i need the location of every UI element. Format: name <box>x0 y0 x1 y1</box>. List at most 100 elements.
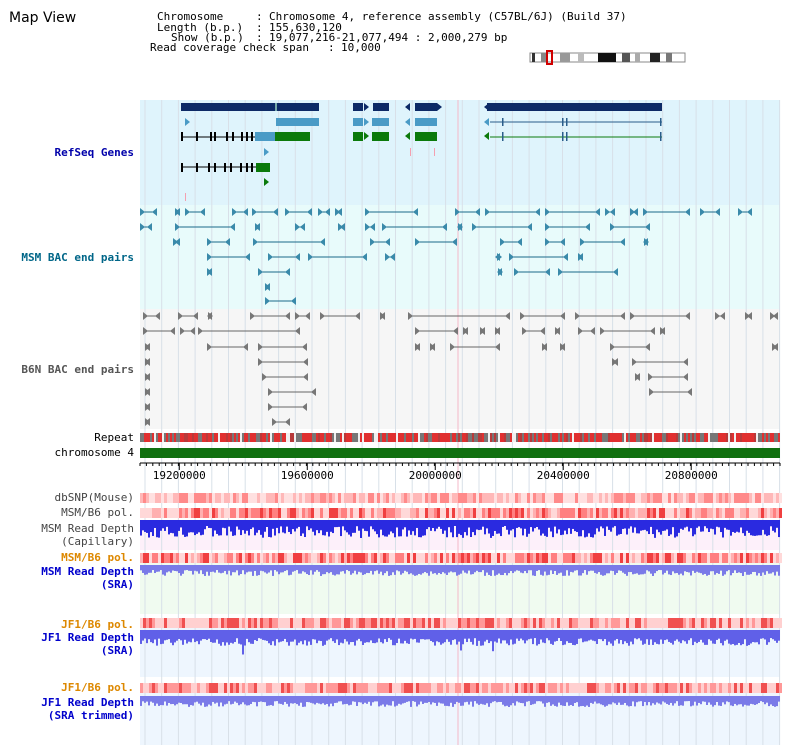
depth-bar <box>624 696 626 703</box>
depth-bar <box>480 630 482 646</box>
repeat-element <box>698 433 700 442</box>
coverage-label: Read coverage check span <box>150 41 309 54</box>
heat-cell <box>416 493 419 503</box>
msm-pol2-track-label[interactable]: MSM/B6 pol. <box>61 551 134 564</box>
heat-cell <box>713 553 716 563</box>
depth-bar <box>346 520 348 533</box>
depth-bar <box>382 520 384 536</box>
heat-cell <box>713 508 716 518</box>
heat-cell <box>182 508 185 518</box>
depth-bar <box>770 520 772 527</box>
depth-bar <box>294 520 296 532</box>
depth-bar <box>744 565 746 572</box>
depth-bar <box>648 565 650 572</box>
depth-bar <box>560 696 562 706</box>
heat-cell <box>710 683 713 693</box>
heat-cell <box>230 618 233 628</box>
heat-cell <box>671 508 674 518</box>
heat-cell <box>503 683 506 693</box>
bac-end <box>285 418 290 426</box>
depth-bar <box>334 696 336 703</box>
bac-end <box>380 312 385 320</box>
heat-cell <box>419 508 422 518</box>
repeat-element <box>140 433 142 442</box>
repeat-element <box>276 433 278 442</box>
depth-bar <box>772 520 774 531</box>
depth-bar <box>188 565 190 571</box>
dbsnp-track-label[interactable]: dbSNP(Mouse) <box>54 491 134 504</box>
heat-cell <box>596 508 599 518</box>
heat-cell <box>542 493 545 503</box>
depth-bar <box>300 565 302 574</box>
gene-transcript <box>487 103 662 111</box>
depth-bar <box>658 696 660 704</box>
repeat-track-label[interactable]: Repeat <box>94 431 134 444</box>
depth-bar <box>258 696 260 702</box>
depth-bar <box>644 696 646 702</box>
depth-bar <box>504 565 506 573</box>
depth-bar <box>718 696 720 706</box>
msm-pol-track-label[interactable]: MSM/B6 pol. <box>61 506 134 519</box>
jf1-depth-sra-label[interactable]: JF1 Read Depth <box>41 631 134 644</box>
depth-bar <box>296 565 298 571</box>
heat-cell <box>449 493 452 503</box>
heat-cell <box>473 618 476 628</box>
depth-bar <box>710 696 712 705</box>
depth-bar <box>378 630 380 639</box>
heat-cell <box>215 618 218 628</box>
bac-end <box>272 418 277 426</box>
heat-cell <box>374 683 377 693</box>
heat-cell <box>359 553 362 563</box>
repeat-element <box>440 433 442 442</box>
msm-depth-cap-label[interactable]: MSM Read Depth <box>41 522 134 535</box>
heat-cell <box>491 618 494 628</box>
jf1-pol-track-label[interactable]: JF1/B6 pol. <box>61 618 134 631</box>
depth-bar <box>368 520 370 537</box>
depth-bar <box>630 565 632 573</box>
depth-bar <box>346 696 348 704</box>
depth-bar <box>544 565 546 572</box>
heat-cell <box>674 493 677 503</box>
heat-cell <box>434 618 437 628</box>
depth-bar <box>192 630 194 639</box>
bac-end <box>175 238 180 246</box>
jf1-depth-trim-label[interactable]: JF1 Read Depth <box>41 696 134 709</box>
depth-bar <box>284 630 286 639</box>
heat-cell <box>407 508 410 518</box>
repeat-element <box>668 433 670 442</box>
depth-bar <box>376 696 378 702</box>
repeat-element <box>426 433 428 442</box>
heat-cell <box>644 508 647 518</box>
depth-bar <box>372 565 374 575</box>
refseq-track-label[interactable]: RefSeq Genes <box>54 146 134 159</box>
depth-bar <box>400 696 402 705</box>
heat-cell <box>245 508 248 518</box>
heat-cell <box>272 493 275 503</box>
heat-cell <box>617 683 620 693</box>
depth-bar <box>458 696 460 703</box>
depth-bar <box>148 565 150 573</box>
repeat-element <box>214 433 216 442</box>
heat-cell <box>146 493 149 503</box>
chromosome-track-label[interactable]: chromosome 4 <box>54 446 134 459</box>
depth-bar <box>140 630 142 644</box>
msm-depth-sra-label[interactable]: MSM Read Depth <box>41 565 134 578</box>
depth-bar <box>674 630 676 641</box>
depth-bar <box>558 696 560 703</box>
msm-bac-track-label[interactable]: MSM BAC end pairs <box>21 251 134 264</box>
depth-bar <box>754 696 756 705</box>
gene-transcript <box>373 103 389 111</box>
depth-bar <box>532 696 534 705</box>
heat-cell <box>392 553 395 563</box>
heat-cell <box>476 508 479 518</box>
heat-cell <box>542 683 545 693</box>
depth-bar <box>394 565 396 575</box>
depth-bar <box>356 630 358 641</box>
depth-bar <box>482 630 484 646</box>
b6n-bac-track-label[interactable]: B6N BAC end pairs <box>21 363 134 376</box>
heat-cell <box>500 553 503 563</box>
depth-bar <box>308 565 310 576</box>
depth-bar <box>364 630 366 643</box>
jf1-pol2-track-label[interactable]: JF1/B6 pol. <box>61 681 134 694</box>
